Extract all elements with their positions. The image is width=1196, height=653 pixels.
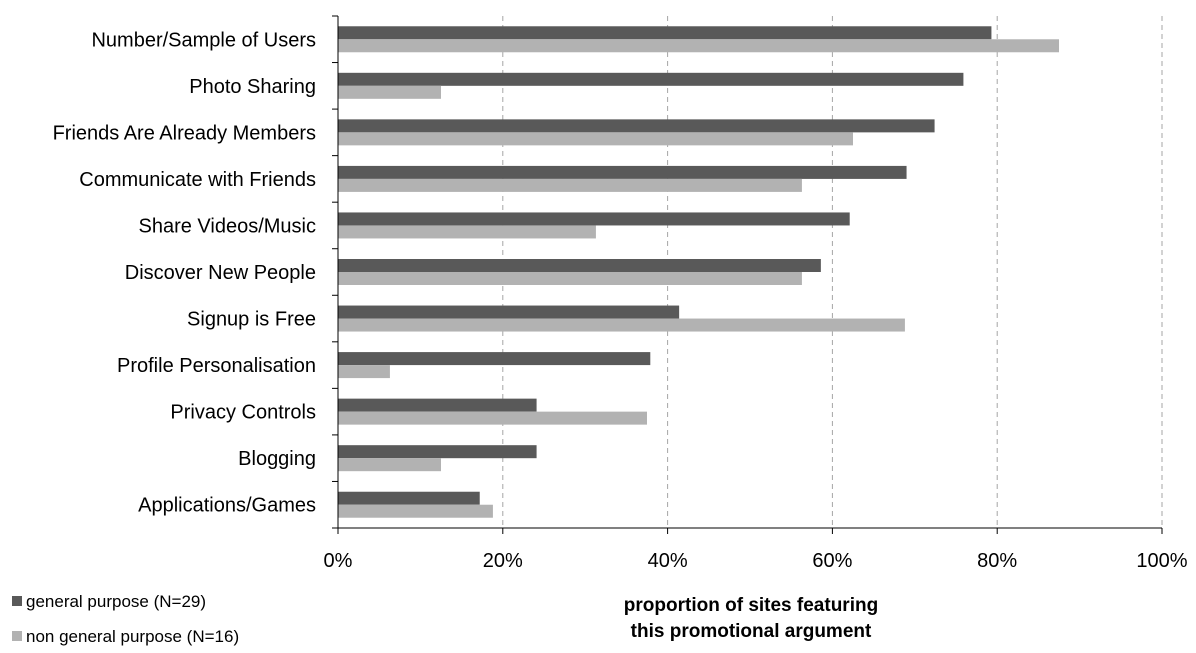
category-label-signup-is-free: Signup is Free [187,309,316,331]
legend-label-general-purpose: general purpose (N=29) [26,592,206,611]
category-label-privacy-controls: Privacy Controls [170,402,316,424]
legend-swatch-general-purpose [12,596,22,606]
bar-non-general-purpose-n-16-applications-games [338,504,493,518]
bar-general-purpose-n-29-friends-are-already-members [338,119,935,133]
x-tick-label: 80% [977,550,1017,572]
bar-non-general-purpose-n-16-share-videos-music [338,225,596,239]
axis-layer [332,15,1163,534]
bar-general-purpose-n-29-share-videos-music [338,212,850,226]
bar-general-purpose-n-29-applications-games [338,491,480,505]
x-tick-label: 60% [812,550,852,572]
legend-item-general-purpose: general purpose (N=29) [12,592,206,611]
bar-non-general-purpose-n-16-communicate-with-friends [338,178,802,192]
bar-non-general-purpose-n-16-privacy-controls [338,411,647,425]
bar-general-purpose-n-29-signup-is-free [338,305,680,319]
category-label-photo-sharing: Photo Sharing [189,76,316,98]
bar-general-purpose-n-29-photo-sharing [338,72,964,86]
category-label-communicate-with-friends: Communicate with Friends [79,169,316,191]
category-label-discover-new-people: Discover New People [125,262,316,284]
category-label-applications-games: Applications/Games [138,495,316,517]
bar-non-general-purpose-n-16-profile-personalisation [338,365,390,379]
bar-general-purpose-n-29-discover-new-people [338,259,821,272]
bar-general-purpose-n-29-profile-personalisation [338,352,651,366]
bar-general-purpose-n-29-privacy-controls [338,398,537,412]
category-label-profile-personalisation: Profile Personalisation [117,355,316,377]
x-tick-label: 0% [324,550,353,572]
category-label-share-videos-music: Share Videos/Music [139,215,317,237]
bar-non-general-purpose-n-16-photo-sharing [338,85,441,99]
x-tick-label: 100% [1136,550,1187,572]
x-tick-label: 20% [483,550,523,572]
bar-non-general-purpose-n-16-blogging [338,458,441,472]
legend: general purpose (N=29) non general purpo… [12,592,239,646]
category-label-number-sample-of-users: Number/Sample of Users [91,29,316,51]
bar-general-purpose-n-29-communicate-with-friends [338,165,907,179]
x-axis-title-line-1: proportion of sites featuring [624,595,878,616]
labels-layer: 0% 20% 40% 60% 80% 100% Number/Sample of Users… [53,29,1188,572]
x-tick-label: 40% [648,550,688,572]
category-label-friends-are-already-members: Friends Are Already Members [53,122,316,144]
bar-non-general-purpose-n-16-number-sample-of-users [338,39,1059,53]
bar-non-general-purpose-n-16-friends-are-already-members [338,132,853,146]
bars-layer [338,26,1059,518]
x-axis-title: proportion of sites featuring this promo… [624,595,878,642]
category-label-blogging: Blogging [238,448,316,470]
x-axis-title-line-2: this promotional argument [631,621,872,642]
legend-item-non-general-purpose: non general purpose (N=16) [12,627,239,646]
bar-general-purpose-n-29-blogging [338,445,537,459]
legend-label-non-general-purpose: non general purpose (N=16) [26,627,239,646]
bar-non-general-purpose-n-16-discover-new-people [338,272,802,285]
legend-swatch-non-general-purpose [12,631,22,641]
bar-general-purpose-n-29-number-sample-of-users [338,26,992,40]
grid-layer [502,16,1163,528]
bar-non-general-purpose-n-16-signup-is-free [338,318,905,332]
